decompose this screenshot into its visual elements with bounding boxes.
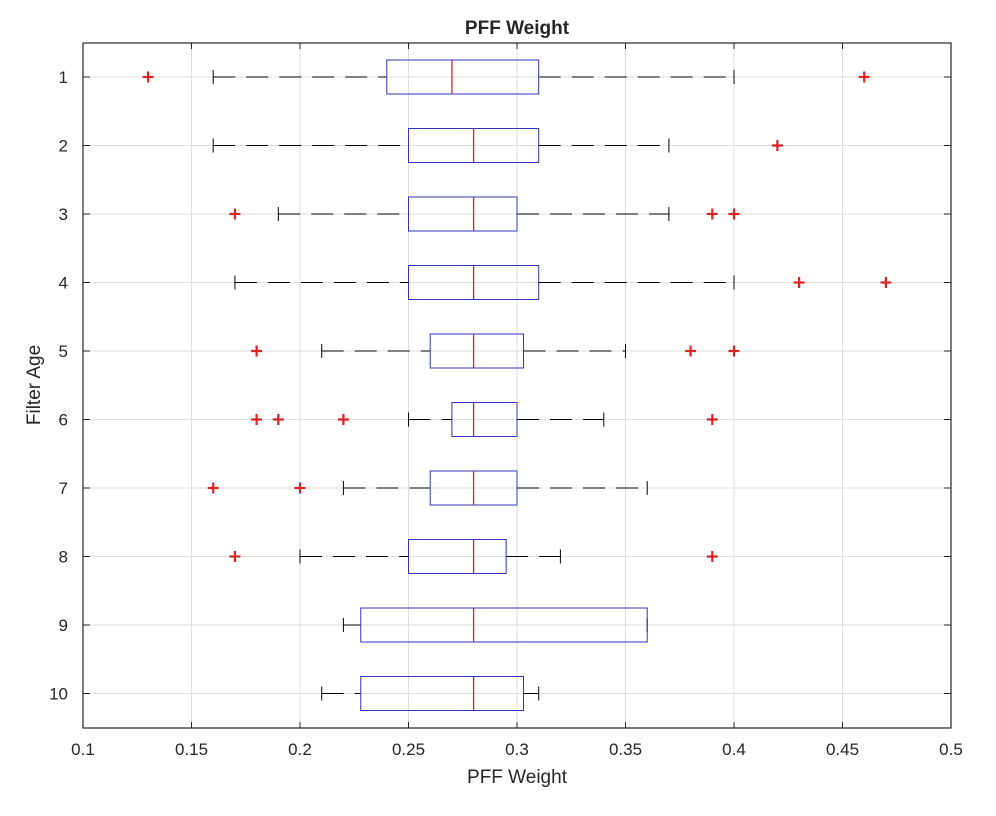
outlier-marker (272, 414, 284, 425)
outlier-marker (793, 277, 805, 288)
outlier-marker (142, 71, 154, 83)
outlier-marker (706, 414, 718, 425)
outlier-marker (251, 414, 263, 425)
outlier-marker (229, 551, 241, 562)
outlier-marker (728, 345, 740, 357)
y-tick-label: 8 (59, 548, 68, 567)
x-axis-label: PFF Weight (467, 767, 568, 788)
box (451, 402, 518, 437)
outlier-marker (706, 208, 718, 220)
box (408, 196, 518, 232)
x-tick-label: 0.5 (939, 740, 963, 759)
outlier-marker (207, 482, 219, 494)
outlier-marker (229, 208, 241, 220)
box (408, 539, 507, 574)
y-axis-label: Filter Age (24, 345, 45, 425)
x-tick-label: 0.1 (71, 740, 95, 759)
outlier-marker (706, 551, 718, 562)
x-tick-label: 0.4 (722, 740, 746, 759)
y-tick-label: 10 (49, 685, 68, 704)
plot-layer (142, 59, 892, 711)
chart-title: PFF Weight (465, 18, 570, 39)
outlier-marker (294, 482, 306, 494)
axis-layer: 0.1 0.15 0.2 0.25 0.3 0.35 0.4 0.45 0.5 1 2 3 4 5 6 7 8 9… (49, 43, 963, 759)
x-tick-label: 0.25 (392, 740, 425, 759)
box (360, 676, 525, 711)
box (429, 333, 525, 369)
x-tick-label: 0.2 (288, 740, 312, 759)
y-tick-label: 4 (59, 274, 68, 293)
outlier-marker (337, 414, 349, 425)
outlier-marker (728, 208, 740, 220)
outlier-marker (858, 71, 870, 83)
box (360, 607, 648, 643)
x-tick-label: 0.3 (505, 740, 529, 759)
outlier-marker (880, 277, 892, 288)
x-tick-label: 0.15 (175, 740, 208, 759)
y-tick-label: 2 (59, 137, 68, 156)
box (386, 59, 540, 95)
y-tick-label: 5 (59, 342, 68, 361)
x-tick-label: 0.35 (609, 740, 642, 759)
y-tick-label: 9 (59, 616, 68, 635)
x-tick-label: 0.45 (826, 740, 859, 759)
y-tick-label: 1 (59, 68, 68, 87)
outlier-marker (771, 140, 783, 151)
outlier-marker (251, 345, 263, 357)
outlier-marker (685, 345, 697, 357)
y-tick-label: 3 (59, 205, 68, 224)
y-tick-label: 7 (59, 479, 68, 498)
y-tick-label: 6 (59, 411, 68, 430)
